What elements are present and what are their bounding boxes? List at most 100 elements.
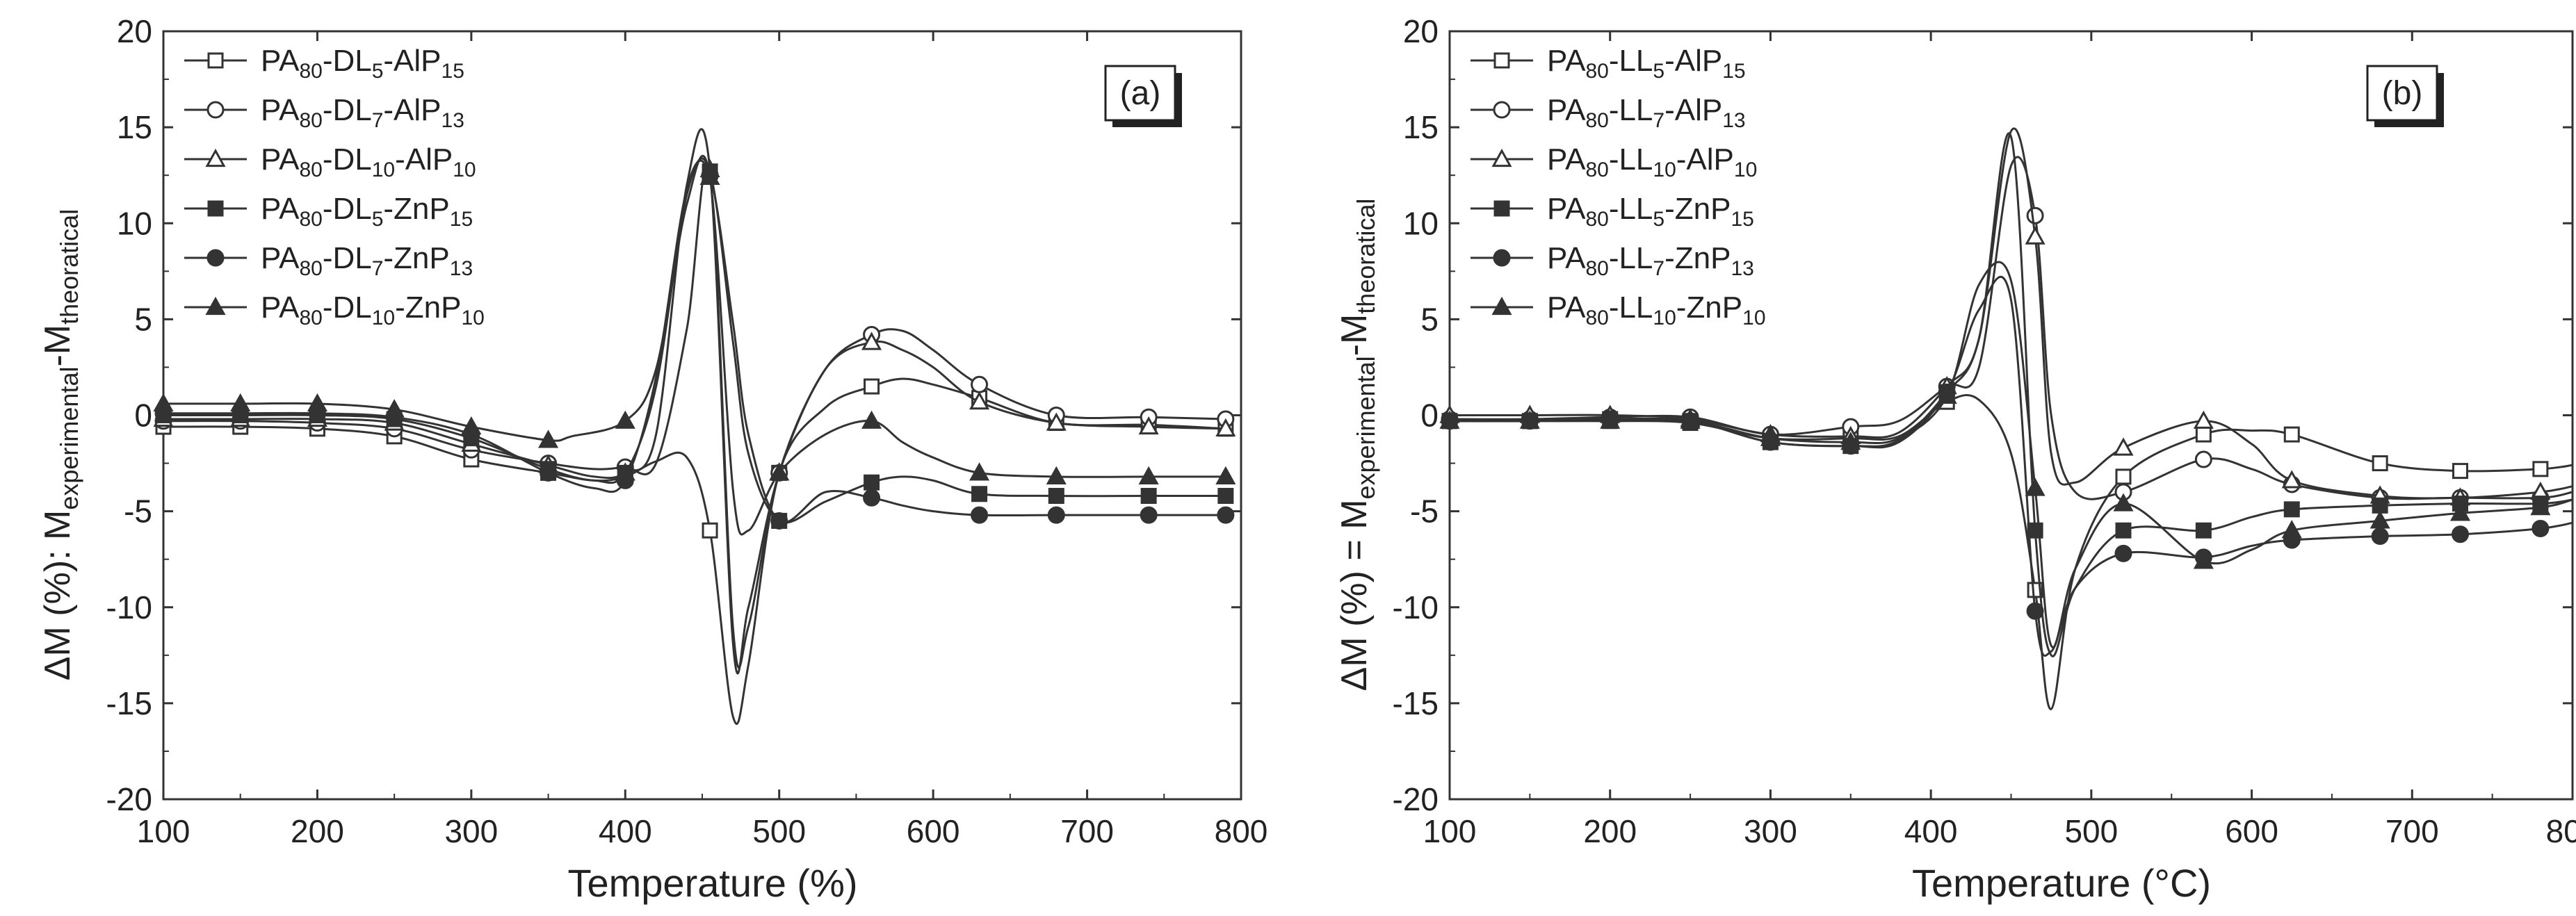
panel-a-legend-label-0: PA80-DL5-AlP15 — [261, 44, 464, 83]
panel-a-plot: 100 200 300 400 500 600 700 800 -20 -15 -10 -5 0 5 10 1… — [106, 13, 1268, 849]
panel-a-y-label-sub2: theoratical — [55, 209, 83, 325]
legend-text-part: -ZnP — [383, 241, 449, 275]
panel-b-series-5-point — [1936, 385, 1957, 404]
panel-a-series-4-line — [163, 159, 1226, 524]
legend-text-part: 80 — [299, 109, 322, 132]
legend-text-part: 10 — [1734, 158, 1757, 181]
panel-b-series-5-point — [2281, 520, 2302, 539]
legend-text-part: 15 — [1731, 208, 1753, 231]
y-tick-label: -20 — [106, 781, 152, 817]
legend-text-part: 10 — [461, 306, 484, 329]
panel-b-series-5-point — [2025, 477, 2046, 496]
panel-b-series-0-point — [2452, 463, 2468, 480]
legend-text-part: -AlP — [383, 93, 441, 127]
y-tick-label: 10 — [1403, 205, 1439, 241]
panel-a-y-label-sub1: experimental — [55, 367, 83, 510]
legend-text-part: 5 — [1653, 208, 1664, 231]
y-tick-label: -10 — [106, 589, 152, 625]
panel-a-series-4-point — [1140, 506, 1158, 524]
legend-text-part: -AlP — [1664, 93, 1722, 127]
panel-b-series-5-point — [1600, 410, 1621, 429]
legend-text-part: PA — [261, 241, 300, 275]
x-tick-label: 700 — [1060, 813, 1114, 849]
panel-b-series-5-point — [2530, 497, 2551, 516]
x-tick-label: 100 — [1423, 813, 1477, 849]
panel-a-series-5-point — [769, 462, 790, 481]
legend-text-part: -DL — [323, 192, 372, 226]
panel-b-series-2-point — [2113, 437, 2134, 456]
y-tick-label: 15 — [1403, 109, 1439, 145]
panel-b-series-5-point — [2113, 493, 2134, 512]
legend-text-part: 10 — [1653, 306, 1676, 329]
panel-b-series-5-point — [1680, 410, 1701, 429]
panel-a-series-5-point — [153, 393, 174, 412]
panel-b-series-4-point — [2114, 544, 2132, 562]
legend-text-part: 13 — [442, 109, 464, 132]
panel-b-legend-marker-4 — [1493, 249, 1511, 267]
legend-text-part: -DL — [323, 142, 372, 177]
x-tick-label: 300 — [444, 813, 498, 849]
panel-a-series-5-point — [307, 393, 327, 412]
legend-text-part: 80 — [299, 60, 322, 83]
panel-b-series-0-line — [1450, 394, 2573, 710]
panel-a-series-5-point — [969, 462, 990, 481]
legend-text-part: 80 — [299, 306, 322, 329]
x-tick-label: 300 — [1744, 813, 1797, 849]
legend-text-part: 10 — [372, 158, 395, 181]
panel-b-title: (b) — [2382, 75, 2423, 112]
panel-b-x-axis-label: Temperature (°C) — [1912, 861, 2211, 905]
x-tick-label: 200 — [291, 813, 344, 849]
panel-a-legend-marker-2 — [205, 148, 226, 167]
panel-a-x-axis-label: Temperature (%) — [567, 861, 857, 905]
legend-text-part: 5 — [372, 60, 384, 83]
panel-b-plot: 100 200 300 400 500 600 700 800 -20 -15 -10 -5 0 5 10 1… — [1393, 13, 2576, 849]
panel-b-series-5-point — [2193, 550, 2214, 569]
legend-text-part: 10 — [372, 306, 395, 329]
y-tick-label: 10 — [117, 205, 152, 241]
legend-text-part: -AlP — [1676, 142, 1734, 177]
legend-text-part: -DL — [323, 44, 372, 78]
y-tick-label: -5 — [124, 493, 152, 530]
panel-a-series-5-point — [1215, 466, 1236, 484]
legend-text-part: 80 — [1585, 158, 1608, 181]
panel-b-label-box — [2366, 65, 2438, 122]
panel-b-y-label-sub1: experimental — [1352, 356, 1380, 499]
panel-a-series-1-point — [971, 375, 989, 393]
panel-a-series-4-point — [540, 464, 558, 482]
legend-text-part: 10 — [1742, 306, 1765, 329]
legend-text-part: 5 — [1653, 60, 1664, 83]
legend-text-part: 13 — [450, 257, 473, 280]
panel-a-legend-marker-0 — [207, 52, 224, 69]
legend-text-part: -DL — [323, 241, 372, 275]
panel-b-series-3-point — [2372, 497, 2388, 514]
panel-b-y-label-prefix: ΔM (%) = M — [1334, 499, 1375, 691]
panel-a-y-label-prefix: ΔM (%): M — [38, 510, 78, 681]
panel-a-series-3-point — [1140, 488, 1157, 505]
panel-a-series-5-point — [615, 410, 635, 429]
y-tick-label: 0 — [134, 398, 152, 434]
panel-b-series-2-line — [1449, 127, 2573, 500]
legend-text-part: 13 — [1722, 109, 1745, 132]
legend-text-part: PA — [261, 93, 300, 127]
panel-b-series-4-point — [2371, 527, 2389, 546]
panel-a-series-3-point — [971, 486, 988, 502]
legend-text-part: PA — [1547, 241, 1586, 275]
panel-a-series-4-point — [971, 506, 989, 524]
panel-b-series-1-point — [2194, 450, 2212, 468]
legend-text-part: 80 — [1585, 306, 1608, 329]
panel-a-series-5-point — [538, 430, 559, 448]
panel-b-series-0-point — [2283, 426, 2300, 443]
x-tick-label: 200 — [1583, 813, 1637, 849]
panel-b-series-0-point — [2532, 461, 2549, 477]
panel-a-series-5-point — [1046, 466, 1067, 484]
legend-text-part: 80 — [1585, 60, 1608, 83]
legend-text-part: -AlP — [395, 142, 453, 177]
legend-text-part: 15 — [1722, 60, 1745, 83]
legend-text-part: -AlP — [1664, 44, 1722, 78]
y-tick-label: 20 — [1403, 13, 1439, 49]
panel-a-series-5-point — [861, 410, 882, 429]
legend-text-part: 80 — [1585, 208, 1608, 231]
panel-a-series-4-point — [1047, 506, 1065, 524]
x-tick-label: 100 — [137, 813, 191, 849]
y-tick-label: -15 — [106, 685, 152, 721]
